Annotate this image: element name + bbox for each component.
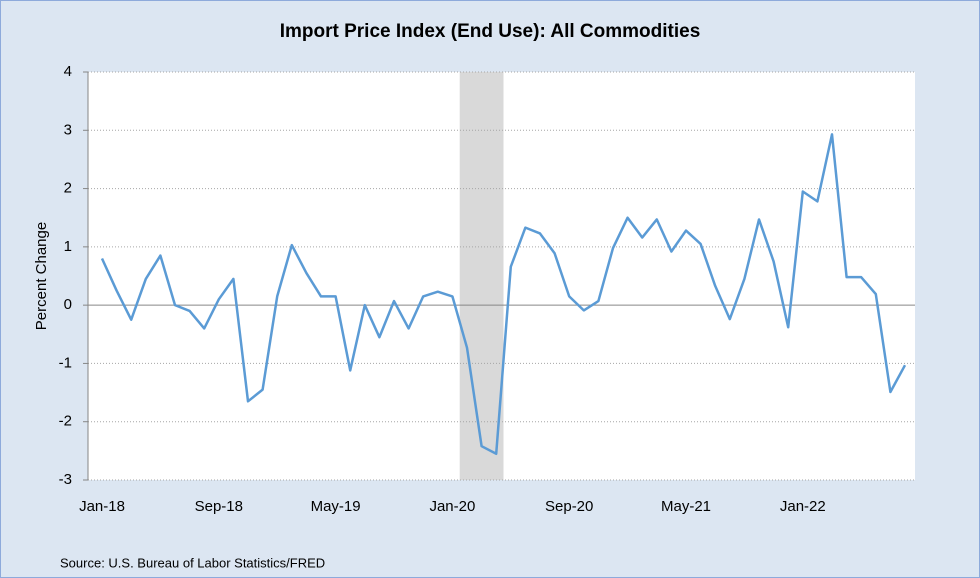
y-tick-label: 2 bbox=[64, 180, 72, 197]
y-tick-label: -1 bbox=[59, 354, 72, 371]
chart-title: Import Price Index (End Use): All Commod… bbox=[280, 21, 701, 42]
y-axis-label: Percent Change bbox=[33, 222, 50, 330]
x-tick-label: Jan-18 bbox=[79, 498, 125, 515]
x-tick-label: Sep-18 bbox=[195, 498, 243, 515]
y-tick-label: 3 bbox=[64, 121, 72, 138]
y-tick-label: -2 bbox=[59, 413, 72, 430]
y-tick-label: -3 bbox=[59, 471, 72, 488]
recession-shading bbox=[459, 72, 504, 480]
y-tick-label: 1 bbox=[64, 238, 72, 255]
source: Source: U.S. Bureau of Labor Statistics/… bbox=[60, 555, 325, 570]
data-line bbox=[100, 133, 907, 456]
x-tick-label: Jan-22 bbox=[780, 498, 826, 515]
x-tick-label: May-21 bbox=[661, 498, 711, 515]
shading-layer bbox=[459, 72, 504, 480]
y-tick-label: 4 bbox=[64, 63, 72, 80]
y-tick-label: 0 bbox=[64, 296, 72, 313]
x-tick-label: Sep-20 bbox=[545, 498, 593, 515]
x-tick-label: May-19 bbox=[311, 498, 361, 515]
x-tick-label: Jan-20 bbox=[429, 498, 475, 515]
